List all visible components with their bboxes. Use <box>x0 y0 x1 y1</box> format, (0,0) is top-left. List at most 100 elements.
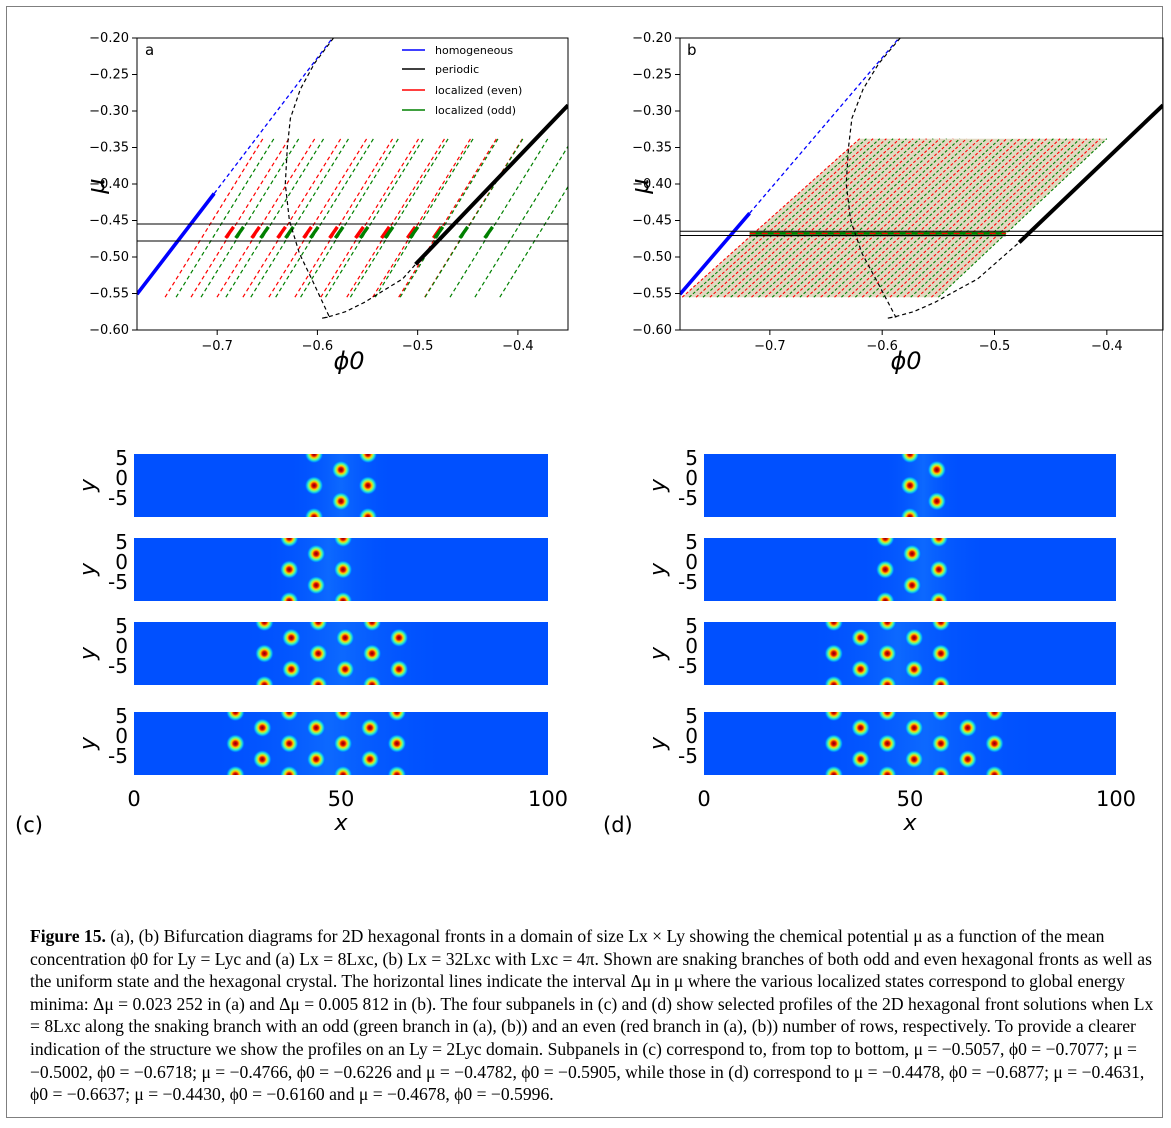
snaking-branch <box>917 138 1088 298</box>
profile-ytick-label: 0 <box>115 550 128 574</box>
hexagonal-spot <box>254 675 274 685</box>
hexagonal-spot <box>875 560 895 579</box>
profile-ylabel: y <box>76 736 101 751</box>
even-snaking-branch-stable <box>380 225 391 239</box>
profile-front-halo <box>809 712 1040 775</box>
hexagonal-spot <box>281 659 301 679</box>
profile-front-halo <box>885 454 962 517</box>
hexagonal-spot <box>333 734 353 753</box>
snaking-branch <box>931 138 1101 298</box>
panel-b-ylabel: μ <box>626 178 654 194</box>
hexagonal-spot <box>306 718 326 738</box>
b-ytick-label: −0.60 <box>632 323 672 338</box>
even-snaking-branch <box>164 137 264 298</box>
profile-xtick-label: 100 <box>1096 787 1136 811</box>
a-ytick-label: −0.30 <box>89 104 129 119</box>
snaking-branch <box>751 138 927 298</box>
a-xtick-label: −0.6 <box>302 339 334 354</box>
even-snaking-branch-stable <box>224 225 235 239</box>
snaking-branch <box>896 138 1068 298</box>
profile-ytick-label: 5 <box>115 614 128 638</box>
odd-snaking-branch <box>424 137 524 298</box>
panel-a-y-ticks: −0.20 −0.25 −0.30 −0.35 −0.40 −0.45 −0.50 −0.55… <box>89 31 137 338</box>
panel-a-ylabel: μ <box>82 178 110 194</box>
snaking-branch <box>792 138 967 298</box>
b-ytick-label: −0.20 <box>632 31 672 46</box>
hexagonal-spot <box>225 734 245 753</box>
hexagonal-spot <box>927 491 947 511</box>
hexagonal-spot <box>358 476 378 495</box>
even-snaking-branch <box>216 137 316 298</box>
snaking-branch <box>758 138 934 298</box>
hexagonal-spot <box>279 712 299 722</box>
profile-ytick-label: -5 <box>678 654 698 678</box>
hexagonal-spot <box>929 591 949 601</box>
snaking-branch <box>723 138 901 298</box>
hexagonal-spot <box>333 765 353 775</box>
profile-ytick-label: -5 <box>108 654 128 678</box>
hexagonal-spot <box>225 765 245 775</box>
profile-ytick-label: 0 <box>685 634 698 658</box>
profile-ytick-label: 0 <box>115 466 128 490</box>
panel-b-periodic-unstable-line <box>845 38 1020 319</box>
snaking-branch <box>785 138 961 298</box>
hexagonal-spot <box>984 765 1004 775</box>
hexagonal-spot <box>877 622 897 632</box>
a-xtick-label: −0.4 <box>502 339 534 354</box>
snaking-branch <box>848 138 1021 298</box>
hexagonal-spot <box>824 644 844 663</box>
hexagonal-spot <box>931 712 951 722</box>
odd-snaking-branch <box>200 137 300 298</box>
a-xtick-label: −0.5 <box>402 339 434 354</box>
hexagonal-spot <box>358 454 378 464</box>
hexagonal-spot <box>389 628 409 648</box>
panel-a-periodic-stable-line <box>414 103 568 266</box>
hexagonal-spot <box>931 644 951 663</box>
snaking-branch <box>813 138 987 298</box>
hexagonal-spot <box>931 622 951 632</box>
odd-snaking-branch-stable <box>458 225 470 239</box>
snaking-branch <box>737 138 914 298</box>
hexagonal-spot <box>225 712 245 722</box>
panel-a-odd-snaking-branches <box>175 137 568 298</box>
hexagonal-spot <box>304 476 324 495</box>
hexagonal-spot <box>333 560 353 579</box>
profile-ytick-label: 0 <box>685 724 698 748</box>
profile-ylabel: y <box>646 562 671 577</box>
hexagonal-spot <box>958 718 978 738</box>
b-ytick-label: −0.45 <box>632 214 672 229</box>
odd-snaking-branch-stable <box>309 225 320 239</box>
legend-periodic-label: periodic <box>435 63 479 76</box>
profile-ylabel: y <box>76 478 101 493</box>
hexagonal-spot <box>824 622 844 632</box>
profile-c-2: y50-5 <box>76 530 548 601</box>
profile-ytick-label: -5 <box>678 486 698 510</box>
odd-snaking-branch-stable <box>333 225 345 239</box>
even-snaking-branch <box>372 137 472 298</box>
hexagonal-spot <box>824 734 844 753</box>
profile-xtick-label: 0 <box>697 787 710 811</box>
odd-snaking-branch-stable <box>358 225 370 239</box>
even-snaking-branch <box>294 137 394 298</box>
hexagonal-spot <box>331 491 351 511</box>
hexagonal-spot <box>851 659 871 679</box>
panel-a-bifurcation-diagram: −0.20 −0.25 −0.30 −0.35 −0.40 −0.45 −0.50 −0.55… <box>82 31 569 375</box>
hexagonal-spot <box>904 749 924 769</box>
odd-snaking-branch <box>499 185 568 298</box>
hexagonal-spot <box>279 591 299 601</box>
profile-c-3: y50-5 <box>76 614 548 685</box>
hexagonal-spot <box>931 734 951 753</box>
a-ytick-label: −0.60 <box>89 323 129 338</box>
legend-even-label: localized (even) <box>435 84 522 97</box>
a-ytick-label: −0.50 <box>89 250 129 265</box>
hexagonal-spot <box>335 628 355 648</box>
b-ytick-label: −0.50 <box>632 250 672 265</box>
odd-snaking-branch-stable <box>483 225 494 239</box>
profile-ytick-label: 0 <box>115 724 128 748</box>
hexagonal-spot <box>931 765 951 775</box>
profile-ylabel: y <box>646 646 671 661</box>
panel-a-axes-box <box>136 37 569 331</box>
hexagonal-spot <box>929 560 949 579</box>
hexagonal-spot <box>824 712 844 722</box>
